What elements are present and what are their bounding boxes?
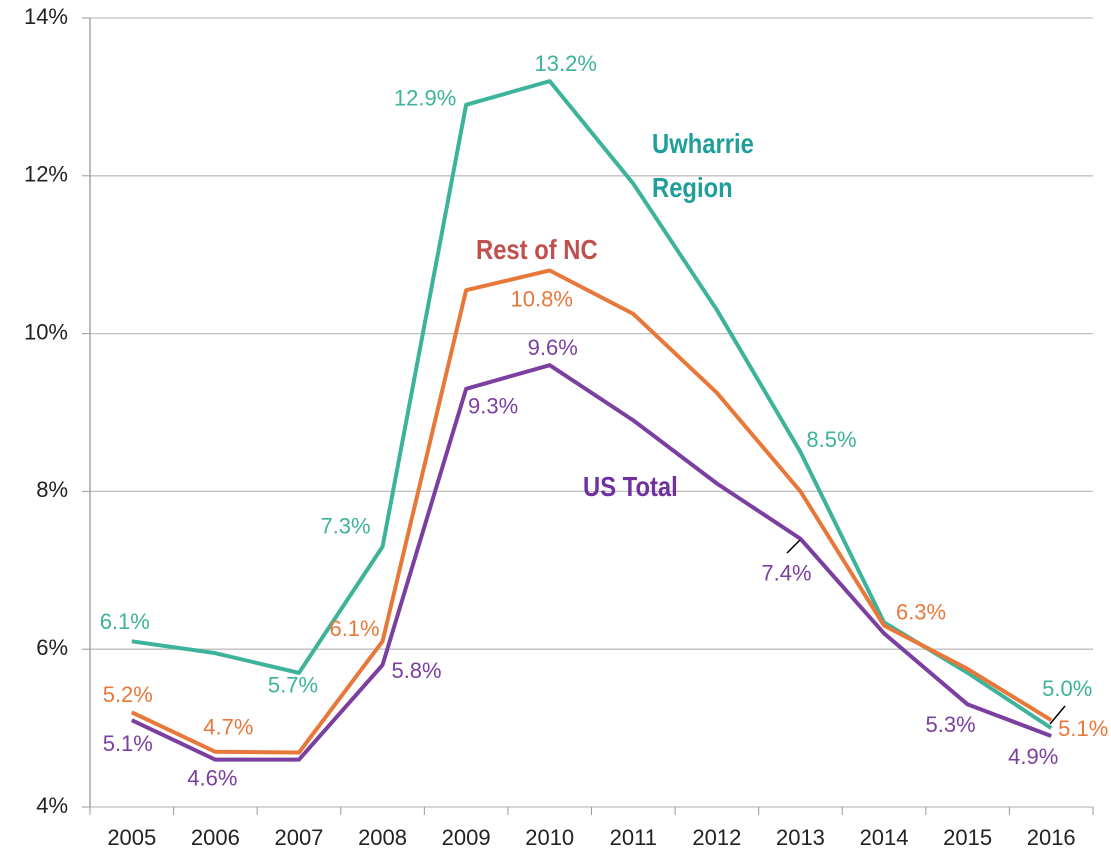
- data-label: 4.9%: [1008, 744, 1058, 769]
- series-line: [130, 363, 1052, 762]
- data-label: 9.6%: [528, 335, 578, 360]
- series-line: [130, 268, 1053, 755]
- series-label: Rest of NC: [476, 234, 598, 265]
- y-tick-label: 12%: [24, 162, 68, 187]
- data-label: 8.5%: [806, 427, 856, 452]
- y-tick-label: 4%: [36, 793, 68, 818]
- data-label: 5.1%: [1058, 716, 1108, 741]
- y-tick-label: 8%: [36, 477, 68, 502]
- series-label: Uwharrie Region: [652, 128, 754, 203]
- data-label: 13.2%: [535, 51, 597, 76]
- y-tick-label: 6%: [36, 635, 68, 660]
- leader-line: [1049, 705, 1066, 725]
- data-label: 5.0%: [1042, 676, 1092, 701]
- data-label: 6.1%: [329, 616, 379, 641]
- data-label: 6.3%: [896, 599, 946, 624]
- series-label: US Total: [583, 471, 678, 502]
- y-tick-label: 14%: [24, 4, 68, 29]
- x-tick-label: 2008: [358, 825, 407, 850]
- data-label: 4.6%: [187, 765, 237, 790]
- x-tick-label: 2009: [442, 825, 491, 850]
- data-label: 10.8%: [511, 286, 573, 311]
- data-label: 5.3%: [926, 712, 976, 737]
- x-tick-label: 2013: [776, 825, 825, 850]
- y-tick-label: 10%: [24, 319, 68, 344]
- x-tick-label: 2011: [610, 825, 657, 850]
- x-tick-label: 2016: [1027, 825, 1076, 850]
- x-tick-label: 2007: [274, 825, 323, 850]
- data-label: 5.2%: [103, 682, 153, 707]
- data-label: 7.3%: [320, 513, 370, 538]
- x-tick-label: 2005: [107, 825, 156, 850]
- x-tick-label: 2006: [191, 825, 240, 850]
- data-label: 5.8%: [391, 658, 441, 683]
- data-label: 12.9%: [394, 86, 456, 111]
- data-label: 5.1%: [103, 731, 153, 756]
- x-tick-label: 2014: [860, 825, 909, 850]
- data-label: 7.4%: [761, 561, 811, 586]
- x-tick-label: 2010: [525, 825, 574, 850]
- leader-line: [786, 539, 801, 554]
- data-label: 4.7%: [203, 715, 253, 740]
- data-label: 5.7%: [268, 673, 318, 698]
- data-label: 9.3%: [468, 394, 518, 419]
- data-label: 6.1%: [100, 609, 150, 634]
- series-line: [131, 79, 1053, 730]
- x-tick-label: 2015: [943, 825, 992, 850]
- x-tick-label: 2012: [692, 825, 741, 850]
